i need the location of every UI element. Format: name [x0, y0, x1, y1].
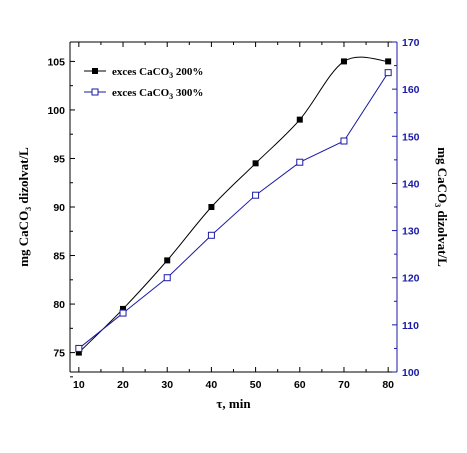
y-right-tick-label: 110 — [402, 320, 419, 332]
legend-label-series-1-sub: 3 — [169, 71, 173, 80]
legend-marker-series-1 — [92, 68, 98, 74]
x-axis-title: τ, min — [216, 396, 251, 411]
y-axis-left-title-main: mg CaCO — [16, 211, 31, 267]
legend-label-series-1: exces CaCO3 200% — [112, 66, 203, 80]
y-axis-left-title-rest: dizolvat/L — [16, 147, 31, 207]
y-left-tick-label: 80 — [53, 299, 65, 311]
y-left-tick-label: 85 — [53, 251, 65, 263]
series-1-point — [208, 204, 215, 210]
x-tick-label: 70 — [338, 379, 350, 391]
legend-label-series-1-rest: 200% — [173, 66, 203, 78]
series-2-point — [296, 158, 304, 166]
legend-label-series-2-rest: 300% — [173, 87, 203, 99]
y-axis-right-title-sub: 3 — [433, 203, 442, 207]
series-1-point — [164, 257, 171, 264]
y-left-tick-label: 90 — [53, 202, 65, 214]
series-2-point — [252, 191, 260, 199]
series-2-point — [163, 274, 171, 282]
y-axis-left-title: mg CaCO3 dizolvat/L — [16, 147, 33, 267]
series-1-point — [385, 58, 392, 65]
y-axis-right-title-main: mg CaCO — [435, 147, 450, 203]
x-tick-label: 50 — [250, 379, 262, 391]
legend-label-series-2: exces CaCO3 300% — [112, 87, 203, 101]
legend-label-series-2-main: exces CaCO — [112, 87, 170, 99]
y-left-tick-label: 100 — [47, 105, 65, 117]
y-left-tick-label: 75 — [53, 348, 65, 360]
series-1-point — [296, 116, 303, 123]
x-tick-label: 40 — [206, 379, 218, 391]
legend-label-series-1-main: exces CaCO — [112, 66, 170, 78]
series-1-point — [120, 305, 127, 312]
y-right-tick-label: 130 — [402, 226, 420, 238]
chart-marks — [75, 56, 392, 356]
legend-label-series-2-sub: 3 — [169, 92, 173, 101]
y-right-tick-label: 170 — [402, 37, 420, 49]
x-tick-label: 10 — [73, 379, 85, 391]
series-2-line — [78, 72, 389, 349]
series-2-point — [75, 344, 83, 352]
y-right-tick-label: 140 — [402, 178, 420, 190]
series-1-point — [340, 58, 347, 65]
x-tick-label: 80 — [382, 379, 394, 391]
y-left-tick-label: 105 — [47, 56, 65, 68]
series-2-point — [340, 137, 348, 145]
series-1-line — [78, 56, 389, 353]
axes: 10 20 30 40 50 60 70 80 75 80 85 90 95 100 105 100 110 12… — [47, 37, 419, 391]
y-axis-right-title: mg CaCO3 dizolvat/L — [433, 147, 450, 267]
y-right-tick-label: 150 — [402, 131, 420, 143]
legend-marker-series-2 — [91, 88, 99, 96]
series-1-point — [252, 160, 259, 167]
x-tick-label: 30 — [161, 379, 173, 391]
series-2-point — [207, 231, 215, 239]
series-2-point — [384, 69, 392, 77]
series-2-point — [119, 309, 127, 317]
y-axis-right-title-rest: dizolvat/L — [435, 207, 450, 267]
y-right-tick-label: 160 — [402, 84, 420, 96]
y-right-tick-label: 100 — [402, 367, 420, 379]
y-left-tick-label: 95 — [53, 153, 65, 165]
x-tick-label: 20 — [117, 379, 129, 391]
x-tick-label: 60 — [294, 379, 306, 391]
legend: exces CaCO3 200% exces CaCO3 300% — [84, 66, 203, 101]
y-axis-left-title-sub: 3 — [24, 207, 33, 211]
series-1-point — [75, 349, 82, 356]
y-right-tick-label: 120 — [402, 273, 420, 285]
